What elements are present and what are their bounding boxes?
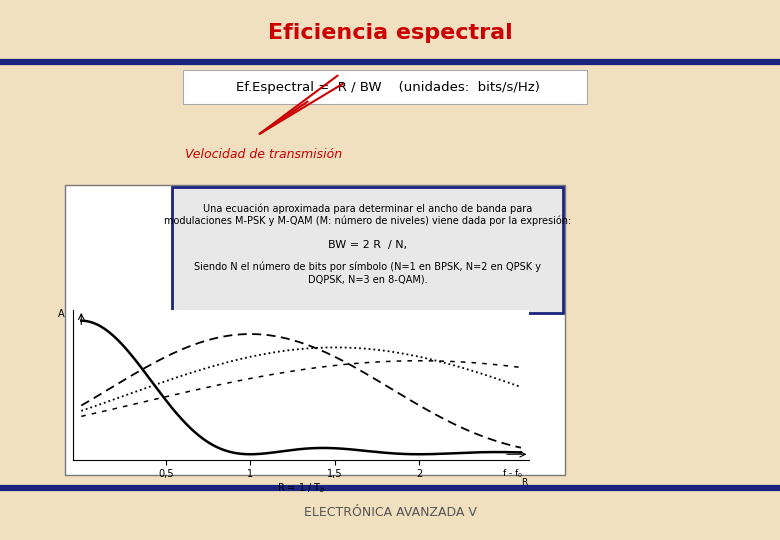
Text: ELECTRÓNICA AVANZADA V: ELECTRÓNICA AVANZADA V xyxy=(303,505,477,518)
Text: A: A xyxy=(58,309,64,319)
Text: BW = 2 R  / N,: BW = 2 R / N, xyxy=(328,240,407,250)
Text: modulaciones M-PSK y M-QAM (M: número de niveles) viene dada por la expresión:: modulaciones M-PSK y M-QAM (M: número de… xyxy=(164,216,571,226)
Text: R: R xyxy=(521,478,527,487)
X-axis label: R = 1 / T$_b$: R = 1 / T$_b$ xyxy=(277,481,325,495)
Text: DQPSK, N=3 en 8-QAM).: DQPSK, N=3 en 8-QAM). xyxy=(307,274,427,284)
FancyBboxPatch shape xyxy=(172,187,563,313)
FancyBboxPatch shape xyxy=(65,185,565,475)
Text: Velocidad de transmisión: Velocidad de transmisión xyxy=(185,148,342,161)
FancyBboxPatch shape xyxy=(183,70,587,104)
Text: Eficiencia espectral: Eficiencia espectral xyxy=(268,23,512,43)
Text: Siendo N el número de bits por símbolo (N=1 en BPSK, N=2 en QPSK y: Siendo N el número de bits por símbolo (… xyxy=(194,262,541,273)
Text: f - f$_0$: f - f$_0$ xyxy=(502,468,523,480)
Text: Una ecuación aproximada para determinar el ancho de banda para: Una ecuación aproximada para determinar … xyxy=(203,204,532,214)
Text: Ef.Espectral =  R / BW    (unidades:  bits/s/Hz): Ef.Espectral = R / BW (unidades: bits/s/… xyxy=(236,82,540,94)
